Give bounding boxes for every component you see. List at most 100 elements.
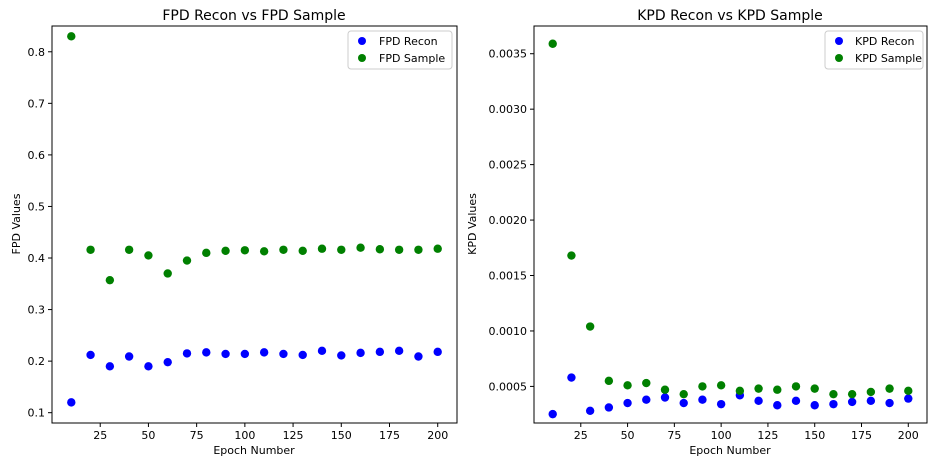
kpd-sample-point: [548, 39, 557, 48]
kpd-sample-point: [866, 387, 876, 397]
kpd-sample-point: [735, 386, 745, 396]
kpd-y-tick-label: 0.0035: [489, 48, 528, 61]
fpd-recon-point: [182, 349, 192, 358]
fpd-x-tick-label: 125: [283, 429, 304, 442]
fpd-x-tick-label: 175: [379, 429, 400, 442]
kpd-sample-point: [604, 376, 614, 386]
fpd-legend-marker-recon: [358, 37, 366, 45]
fpd-x-tick-label: 200: [427, 429, 448, 442]
fpd-recon-point: [317, 346, 327, 356]
kpd-x-tick-label: 75: [667, 429, 681, 442]
fpd-recon-point: [433, 347, 442, 357]
kpd-plot-frame: [533, 25, 928, 424]
fpd-sample-point: [375, 245, 385, 254]
fpd-recon-point: [144, 362, 153, 371]
kpd-sample-point: [773, 385, 782, 394]
kpd-sample-point: [623, 381, 632, 390]
fpd-sample-point: [202, 248, 211, 258]
kpd-y-tick-label: 0.0010: [489, 325, 528, 338]
fpd-recon-point: [163, 357, 172, 367]
kpd-recon-point: [866, 396, 876, 406]
kpd-sample-point: [716, 381, 726, 390]
fpd-ticks: 25 50 75 100 125 150 175 200 0.1 0.2 0.3 0.4 0.5 0.6 0…: [28, 46, 449, 442]
fpd-legend-box: [347, 30, 453, 70]
fpd-sample-point: [67, 32, 76, 41]
kpd-y-tick-label: 0.0005: [489, 380, 528, 393]
fpd-sample-point: [105, 275, 115, 285]
fpd-sample-point: [144, 251, 153, 260]
kpd-x-tick-label: 50: [621, 429, 635, 442]
kpd-sample-point: [567, 251, 576, 260]
fpd-sample-point: [259, 247, 269, 256]
fpd-x-tick-label: 50: [141, 429, 155, 442]
fpd-legend-label-recon: FPD Recon: [379, 35, 438, 48]
fpd-recon-point: [124, 352, 134, 361]
fpd-recon-point: [298, 350, 307, 360]
kpd-recon-point: [773, 401, 782, 410]
kpd-legend-marker-sample: [835, 54, 843, 62]
fpd-y-tick-label: 0.7: [28, 97, 46, 110]
kpd-recon-point: [604, 403, 614, 412]
fpd-sample-point: [337, 245, 346, 254]
kpd-recon-point: [791, 396, 801, 406]
kpd-legend-box: [824, 30, 924, 70]
kpd-recon-point: [754, 396, 763, 406]
fpd-chart-title: FPD Recon vs FPD Sample: [162, 8, 345, 24]
fpd-legend-marker-sample: [358, 54, 366, 62]
fpd-x-tick-label: 75: [190, 429, 204, 442]
fpd-y-tick-label: 0.5: [28, 200, 46, 213]
fpd-legend-label-sample: FPD Sample: [379, 52, 445, 65]
fpd-recon-point: [375, 347, 385, 357]
kpd-sample-point: [754, 384, 763, 393]
fpd-y-tick-label: 0.2: [28, 355, 46, 368]
kpd-y-tick-label: 0.0015: [489, 270, 528, 283]
kpd-chart-title: KPD Recon vs KPD Sample: [637, 8, 823, 24]
fpd-legend: FPD Recon FPD Sample: [347, 30, 453, 70]
fpd-sample-point: [124, 245, 134, 254]
fpd-recon-point: [394, 346, 404, 356]
kpd-recon-point: [548, 409, 557, 419]
kpd-points: [548, 39, 913, 419]
fpd-recon-point: [240, 349, 250, 359]
kpd-recon-point: [698, 395, 707, 404]
kpd-sample-point: [810, 384, 819, 393]
fpd-x-tick-label: 100: [234, 429, 255, 442]
fpd-chart: FPD Recon vs FPD Sample 25 50 75 100 125 150 1…: [10, 8, 458, 457]
kpd-legend-label-sample: KPD Sample: [855, 52, 922, 65]
kpd-sample-point: [885, 384, 894, 393]
kpd-y-tick-label: 0.0025: [489, 159, 528, 172]
kpd-recon-point: [585, 406, 595, 416]
kpd-sample-point: [829, 389, 838, 399]
fpd-sample-point: [317, 244, 327, 253]
kpd-sample-point: [660, 385, 670, 394]
kpd-ticks: 25 50 75 100 125 150 175 200 0.0005 0.0010 0.0015 0…: [489, 48, 919, 442]
kpd-sample-point: [642, 378, 651, 388]
kpd-sample-point: [904, 386, 913, 396]
kpd-legend: KPD Recon KPD Sample: [824, 30, 924, 70]
kpd-sample-point: [698, 382, 707, 391]
fpd-sample-point: [394, 245, 404, 254]
fpd-sample-point: [414, 245, 423, 254]
fpd-points: [67, 32, 442, 407]
kpd-sample-point: [679, 389, 688, 399]
kpd-x-tick-label: 150: [804, 429, 825, 442]
fpd-y-tick-label: 0.8: [28, 46, 46, 59]
fpd-sample-point: [86, 245, 95, 254]
kpd-x-tick-label: 100: [711, 429, 732, 442]
kpd-sample-point: [847, 389, 857, 399]
kpd-recon-point: [679, 398, 688, 408]
kpd-x-tick-label: 25: [574, 429, 588, 442]
fpd-sample-point: [433, 244, 442, 253]
fpd-sample-point: [298, 246, 307, 255]
fpd-recon-point: [337, 351, 346, 360]
fpd-y-tick-label: 0.3: [28, 304, 46, 317]
fpd-recon-point: [356, 348, 365, 358]
fpd-sample-point: [221, 246, 230, 255]
kpd-recon-point: [642, 395, 651, 404]
kpd-recon-point: [716, 399, 726, 409]
fpd-sample-point: [182, 256, 192, 265]
fpd-x-tick-label: 150: [331, 429, 352, 442]
kpd-x-axis-label: Epoch Number: [689, 444, 771, 457]
kpd-recon-point: [829, 399, 838, 409]
